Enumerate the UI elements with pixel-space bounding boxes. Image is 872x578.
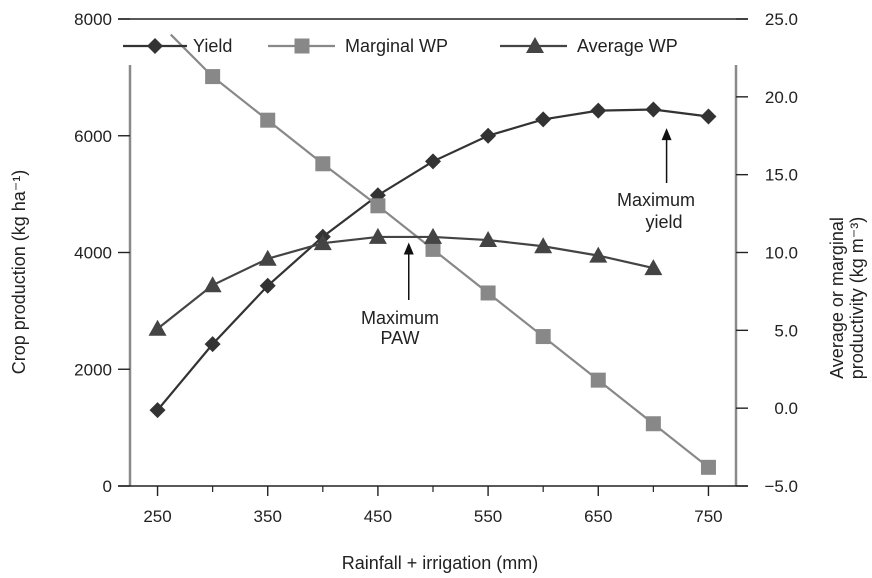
legend-item-marginal-wp: Marginal WP: [268, 36, 448, 56]
average-wp-point: [313, 234, 332, 251]
marginal-wp-point: [480, 285, 496, 301]
y-right-axis-title-line: Average or marginal: [827, 217, 847, 379]
legend-label: Average WP: [577, 36, 678, 56]
y-right-tick-label: 10.0: [765, 244, 798, 263]
y-right-axis-title-line: productivity (kg m⁻³): [847, 217, 867, 380]
series-line: [156, 235, 654, 330]
marginal-wp-point: [700, 459, 716, 475]
y-right-tick-label: 20.0: [765, 88, 798, 107]
series-layer: [148, 33, 717, 475]
average-wp-point: [424, 227, 442, 244]
y-left-axis-title: Crop production (kg ha⁻¹): [9, 170, 29, 375]
annotation-arrowhead: [403, 242, 414, 255]
annotation-arrowhead: [661, 128, 672, 141]
y-right-tick-label: 25.0: [765, 10, 798, 29]
series-marginal-wp: [169, 33, 716, 475]
x-tick-label: 250: [143, 507, 171, 526]
marginal-wp-point: [315, 156, 331, 172]
x-tick-label: 750: [694, 507, 722, 526]
average-wp-point: [534, 237, 553, 254]
series-average-wp: [148, 227, 663, 336]
average-wp-point: [479, 231, 498, 248]
yield-point: [645, 101, 662, 118]
yield-point: [535, 111, 552, 128]
y-left-tick-label: 0: [103, 477, 112, 496]
annotation-label-line: Maximum: [361, 308, 439, 328]
yield-point: [259, 277, 276, 294]
legend-item-average-wp: Average WP: [500, 36, 678, 56]
y-left-tick-label: 2000: [74, 360, 112, 379]
annotation-label-line: yield: [645, 212, 682, 232]
annotation-label-line: Maximum: [617, 190, 695, 210]
yield-point: [204, 336, 221, 353]
average-wp-point: [368, 227, 387, 244]
y-right-tick-label: 5.0: [774, 321, 798, 340]
marginal-wp-point: [645, 416, 661, 432]
y-right-tick-label: −5.0: [764, 477, 798, 496]
x-tick-label: 550: [474, 507, 502, 526]
y-right-tick-label: 15.0: [765, 166, 798, 185]
marginal-wp-point: [590, 372, 606, 388]
y-left-tick-label: 4000: [74, 244, 112, 263]
average-wp-point: [644, 259, 663, 276]
yield-point: [149, 402, 166, 419]
marginal-wp-point: [260, 112, 276, 128]
axes: 0 2000 4000 6000 8000 −5.0 0.0 5.0 10.0 15.0 20.0 2…: [9, 10, 867, 573]
average-wp-point: [589, 246, 608, 263]
yield-point: [590, 102, 607, 119]
legend-item-yield: Yield: [123, 36, 232, 56]
yield-point: [480, 127, 497, 144]
y-right-tick-label: 0.0: [774, 399, 798, 418]
legend-label: Marginal WP: [345, 36, 448, 56]
yield-point: [700, 108, 717, 125]
series-yield: [149, 101, 717, 419]
average-wp-point: [148, 319, 167, 336]
yield-point: [425, 153, 441, 170]
average-wp-point: [203, 276, 222, 293]
marginal-wp-point: [294, 38, 310, 54]
legend: Yield Marginal WP Average WP: [123, 36, 678, 56]
marginal-wp-point: [205, 69, 221, 85]
average-wp-point: [526, 37, 544, 53]
average-wp-point: [258, 249, 277, 266]
y-left-tick-label: 8000: [74, 10, 112, 29]
x-tick-label: 650: [584, 507, 612, 526]
x-tick-label: 450: [364, 507, 392, 526]
legend-label: Yield: [193, 36, 232, 56]
marginal-wp-point: [425, 241, 441, 257]
marginal-wp-point: [370, 198, 386, 214]
x-axis-title: Rainfall + irrigation (mm): [342, 553, 539, 573]
x-tick-label: 350: [254, 507, 282, 526]
annotation-label-line: PAW: [381, 328, 420, 348]
marginal-wp-point: [535, 329, 551, 345]
yield-point: [147, 38, 163, 54]
y-left-tick-label: 6000: [74, 127, 112, 146]
